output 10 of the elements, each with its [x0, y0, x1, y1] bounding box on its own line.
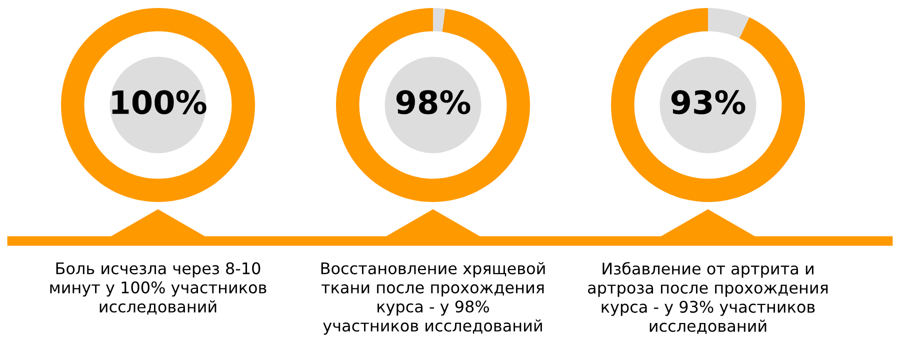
data-label: 100% [112, 90, 206, 114]
data-label: 98% [396, 90, 470, 114]
donut-slice [708, 8, 750, 38]
text: Восстановление хрящевой ткани после прохождения курса - у 98% участников исследований [321, 262, 545, 335]
donut-slice [433, 8, 446, 32]
text: Избавление от артрита и артроза после прохождения курса - у 93% участников исследований [588, 262, 828, 334]
text: Боль исчезла через 8-10 минут у 100% участников исследований [50, 262, 266, 315]
data-label: 93% [671, 90, 746, 114]
donut-slice [336, 8, 530, 202]
donut-slice [611, 8, 805, 202]
